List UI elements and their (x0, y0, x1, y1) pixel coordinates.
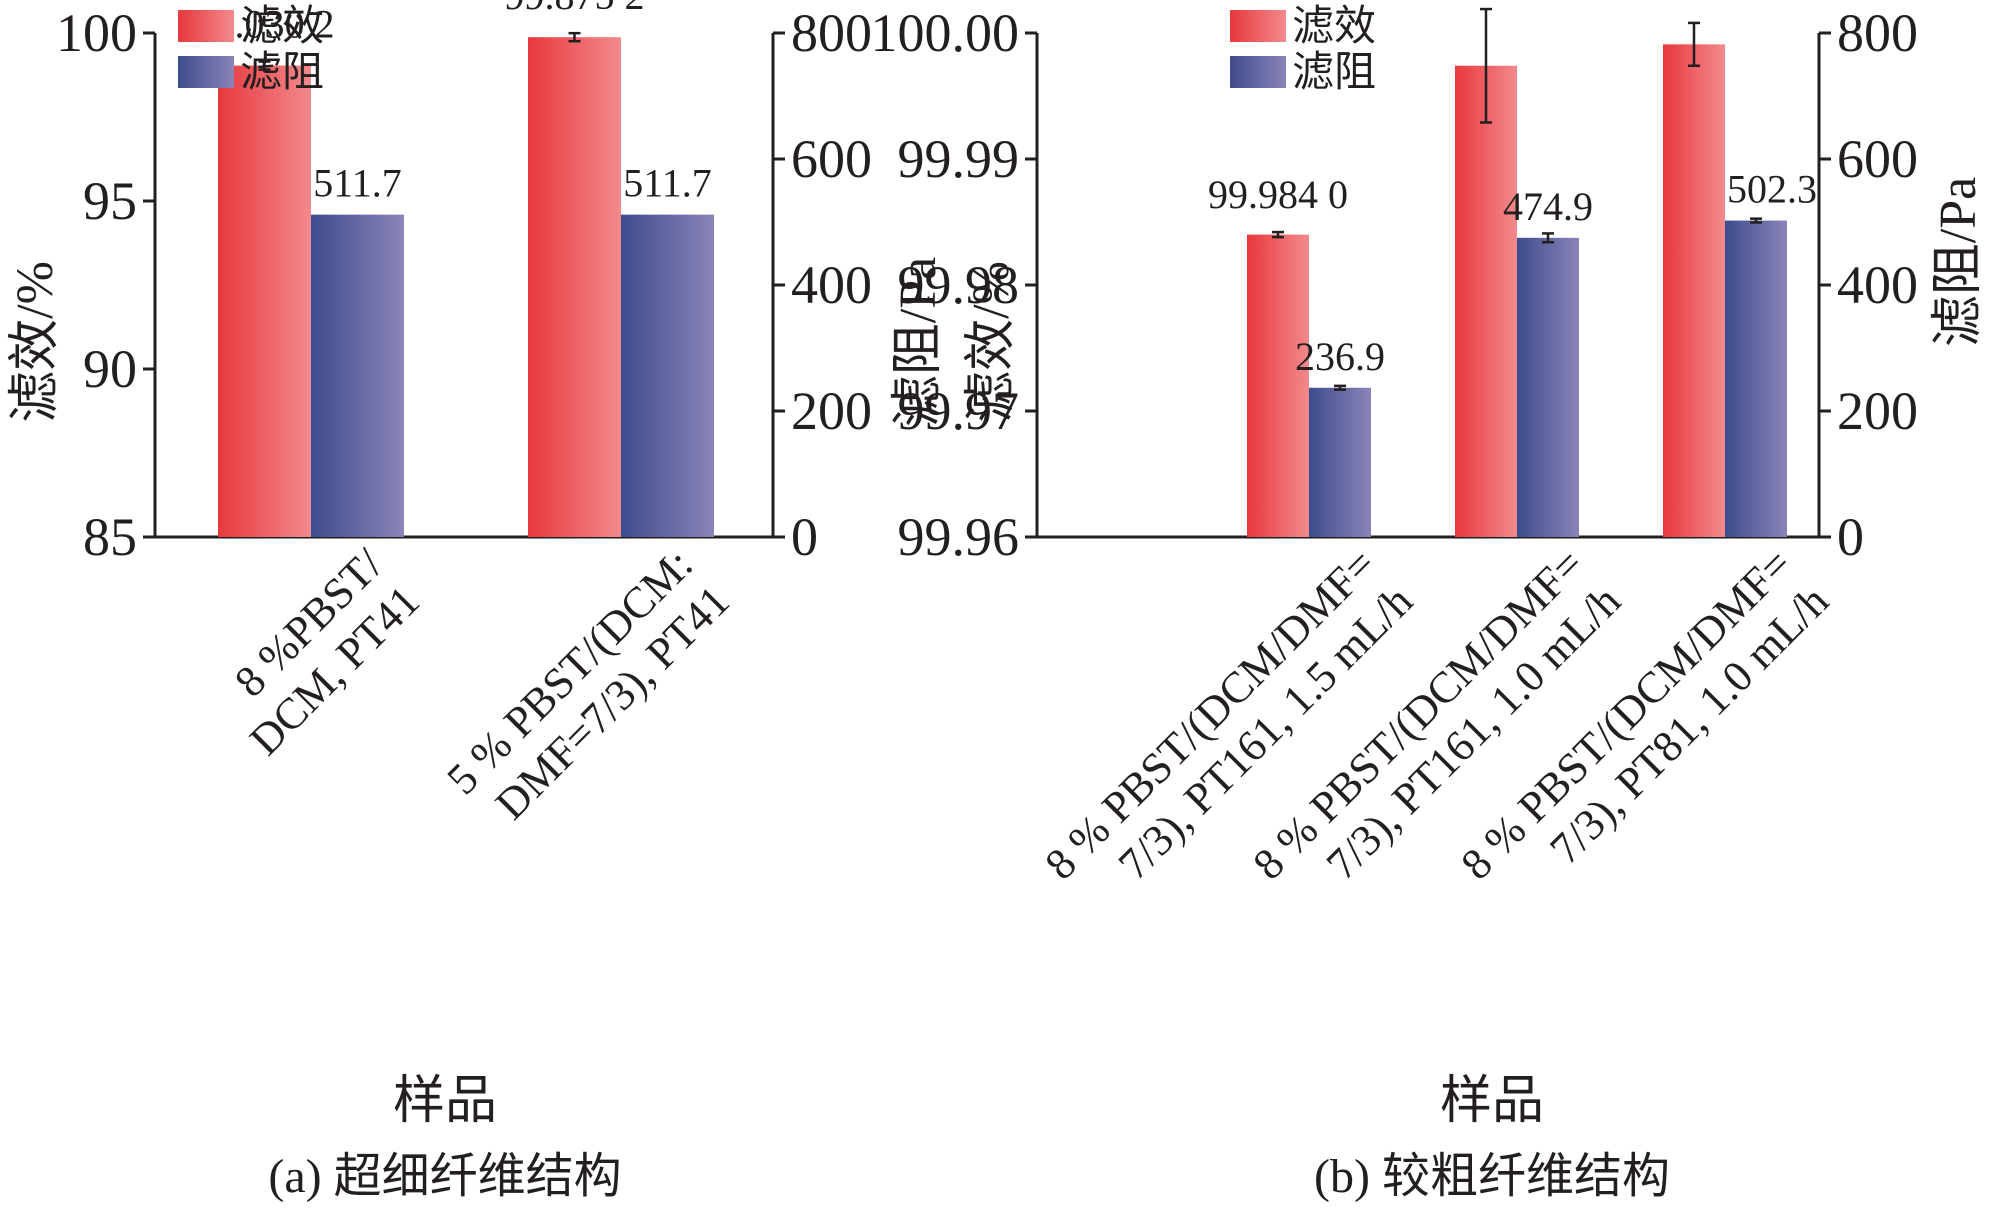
y-tick-label-right: 800 (1837, 3, 1918, 63)
y-tick-label-left: 95 (83, 171, 137, 231)
legend-swatch-efficiency (178, 10, 234, 42)
bar-efficiency (218, 65, 311, 538)
bar-efficiency (528, 37, 621, 538)
y-tick-label-left: 99.99 (898, 129, 1020, 189)
legend-swatch-resistance (178, 56, 234, 88)
data-label-resistance: 236.9 (1295, 334, 1385, 379)
legend-swatch-efficiency (1230, 10, 1286, 42)
legend-swatch-resistance (1230, 56, 1286, 88)
y-tick-label-right: 600 (1837, 129, 1918, 189)
y-tick-label-right: 0 (791, 507, 818, 567)
legend-label-resistance: 滤阻 (240, 50, 324, 96)
y-tick-label-right: 200 (1837, 381, 1918, 441)
y-tick-label-left: 100 (56, 3, 137, 63)
data-label-resistance: 502.3 (1727, 167, 1817, 212)
chart-panel-b: 99.96 99.97 99.98 99.99 100.00 0 200 400 600 800 9… (871, 0, 1919, 889)
data-label-efficiency: 99.875 2 (505, 0, 645, 18)
bar-resistance (311, 214, 404, 537)
legend-label-resistance: 滤阻 (1292, 50, 1376, 96)
y-tick-label-right: 400 (1837, 255, 1918, 315)
bar-efficiency (1663, 44, 1725, 538)
data-label-efficiency: 99.984 0 (1208, 172, 1348, 217)
x-axis-title-a: 样品 (393, 1073, 497, 1130)
caption-b: (b) 较粗纤维结构 (1314, 1150, 1670, 1203)
y-tick-label-right: 400 (791, 255, 872, 315)
data-label-resistance: 511.7 (313, 161, 402, 206)
data-label-efficiency: 99.999 1 (1624, 0, 1764, 8)
y-tick-label-left: 99.98 (898, 255, 1020, 315)
y-axis-title-left-b: 滤效/% (963, 261, 1020, 423)
bar-resistance (1517, 237, 1579, 538)
category-label: 8 % PBST/(DCM/DMF= (1036, 539, 1386, 889)
y-tick-label-left: 99.96 (898, 507, 1020, 567)
y-tick-label-right: 0 (1837, 507, 1864, 567)
bar-efficiency (1455, 65, 1517, 537)
y-axis-title-right-b: 滤阻/Pa (1930, 177, 1987, 347)
y-axis-title-left-a: 滤效/% (7, 261, 64, 423)
y-tick-label-right: 800 (791, 3, 872, 63)
legend-label-efficiency: 滤效 (1292, 4, 1376, 50)
bar-resistance (1725, 220, 1787, 537)
bar-efficiency (1247, 234, 1309, 537)
y-tick-label-left: 90 (83, 339, 137, 399)
legend-label-efficiency: 滤效 (240, 4, 324, 50)
caption-a: (a) 超细纤维结构 (268, 1150, 621, 1203)
data-label-resistance: 511.7 (623, 161, 712, 206)
y-tick-label-right: 200 (791, 381, 872, 441)
y-tick-label-right: 600 (791, 129, 872, 189)
y-tick-label-left: 99.97 (898, 381, 1020, 441)
data-label-resistance: 474.9 (1503, 184, 1593, 229)
y-tick-label-left: 100.00 (871, 3, 1020, 63)
y-tick-label-left: 85 (83, 507, 137, 567)
y-axis-title-right-a: 滤阻/Pa (890, 257, 947, 427)
bar-resistance (621, 214, 714, 537)
bar-resistance (1309, 387, 1371, 537)
x-axis-title-b: 样品 (1440, 1073, 1544, 1130)
